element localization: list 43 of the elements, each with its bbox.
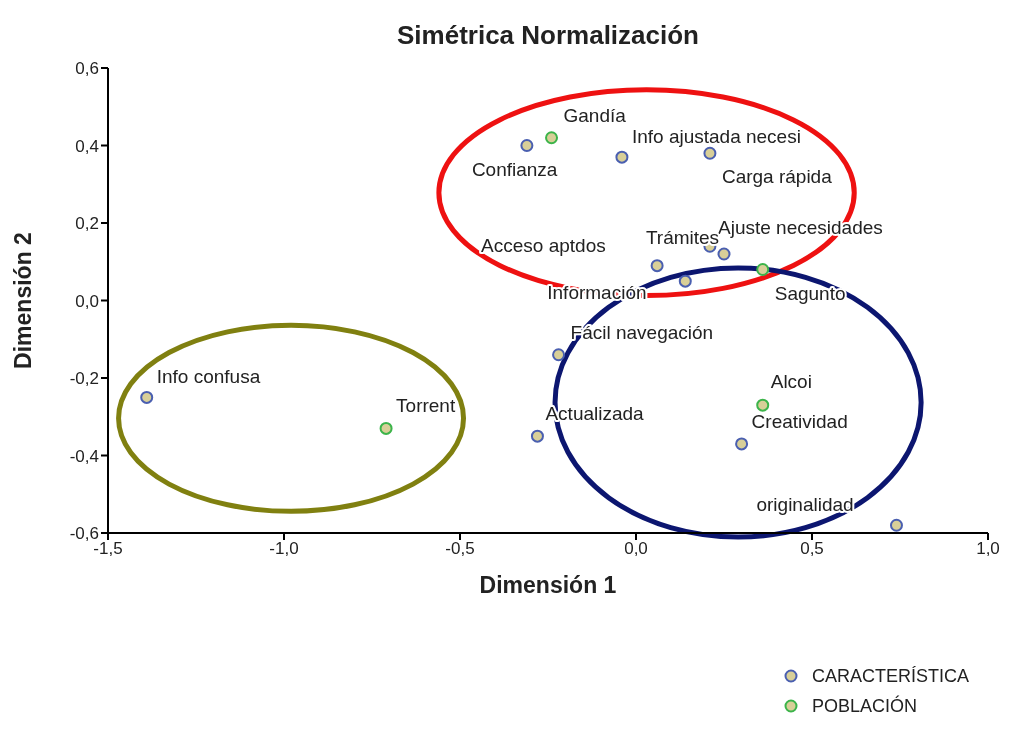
annotation: Confianza bbox=[471, 158, 558, 180]
annotation: Acceso aptdos bbox=[481, 234, 606, 256]
point bbox=[717, 247, 731, 261]
x-axis-title: Dimensión 1 bbox=[479, 572, 617, 598]
y-tick-label: 0,2 bbox=[75, 214, 99, 234]
legend-label: POBLACIÓN bbox=[812, 695, 918, 717]
annotation: Alcoi bbox=[770, 371, 812, 393]
x-tick-label: -0,5 bbox=[445, 539, 475, 559]
point bbox=[140, 390, 154, 404]
y-tick-label: 0,4 bbox=[75, 136, 99, 156]
point bbox=[703, 146, 717, 160]
point bbox=[650, 259, 664, 273]
point bbox=[756, 263, 770, 276]
x-tick-label: 1,0 bbox=[976, 539, 1000, 559]
annotation: Info ajustada necesi bbox=[631, 126, 801, 148]
chart-title: Simétrica Normalización bbox=[396, 20, 700, 51]
legend-label: CARACTERÍSTICA bbox=[812, 665, 970, 687]
x-tick-label: 0,5 bbox=[800, 539, 824, 559]
point bbox=[615, 150, 629, 164]
x-tick-label: 0,0 bbox=[624, 539, 648, 559]
annotation: Sagunto bbox=[774, 282, 846, 304]
point bbox=[678, 274, 692, 288]
point bbox=[520, 139, 534, 152]
y-tick-label: 0,6 bbox=[75, 59, 99, 79]
annotation: originalidad bbox=[756, 494, 854, 516]
annotation: Gandía bbox=[563, 104, 627, 126]
point bbox=[735, 437, 749, 451]
annotation: Info confusa bbox=[156, 366, 261, 388]
point bbox=[552, 348, 566, 362]
point bbox=[889, 518, 903, 532]
x-tick-label: -1,0 bbox=[269, 539, 299, 559]
point bbox=[379, 421, 393, 435]
y-tick-label: 0,0 bbox=[75, 291, 99, 311]
annotation: Carga rápida bbox=[721, 166, 833, 188]
y-axis-title: Dimensión 2 bbox=[10, 232, 37, 369]
y-tick-label: -0,2 bbox=[69, 369, 99, 389]
annotation: Trámites bbox=[645, 227, 720, 249]
y-tick-label: -0,4 bbox=[69, 446, 99, 466]
point bbox=[545, 131, 559, 145]
point bbox=[756, 398, 770, 412]
annotation: Creatividad bbox=[751, 410, 848, 432]
annotation: Torrent bbox=[396, 395, 456, 417]
point bbox=[530, 429, 544, 443]
